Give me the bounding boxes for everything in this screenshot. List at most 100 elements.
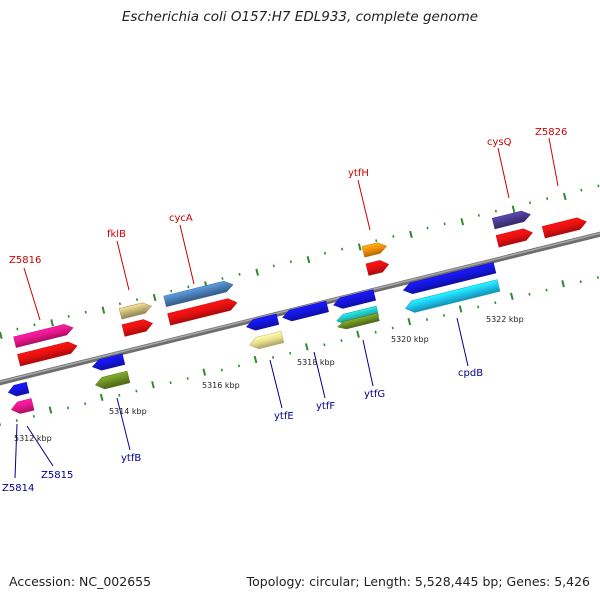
leader-z5815 (26, 425, 54, 467)
label-z5814[interactable]: Z5814 (2, 483, 34, 494)
minor-tick (443, 222, 446, 226)
gene-z5816-arrow[interactable] (13, 322, 75, 348)
accession-text: Accession: NC_002655 (9, 574, 152, 589)
minor-tick (374, 330, 377, 334)
gene-ytfb-2-arrow[interactable] (94, 370, 131, 391)
minor-tick (272, 356, 275, 359)
gene-ytfe-2-arrow[interactable] (248, 330, 285, 351)
gene-ytfh-cds-arrow[interactable] (365, 259, 390, 276)
major-tick (357, 243, 362, 251)
label-cpdb[interactable]: cpdB (458, 368, 483, 379)
gene-ytfg-arrow[interactable] (332, 289, 377, 311)
major-tick (48, 406, 53, 414)
minor-tick (135, 298, 139, 301)
minor-tick (528, 292, 531, 296)
major-tick (99, 393, 104, 401)
label-z5826[interactable]: Z5826 (535, 127, 567, 138)
gene-ytfb-arrow[interactable] (91, 353, 126, 372)
gene-z5814-arrow[interactable] (7, 381, 30, 397)
minor-tick (580, 188, 583, 192)
gene-cyca-arrow[interactable] (163, 279, 235, 308)
major-tick (460, 218, 465, 226)
major-tick (50, 319, 54, 327)
gene-z5826-cds-arrow[interactable] (541, 216, 588, 239)
gene-fklb-cds-arrow[interactable] (121, 318, 154, 337)
gene-ytfg-3-arrow[interactable] (337, 312, 380, 331)
gene-fklb-arrow[interactable] (118, 301, 153, 320)
minor-tick (67, 314, 70, 318)
minor-tick (596, 276, 599, 279)
minor-tick (477, 305, 480, 309)
kbp-label-5318: 5318 kbp (297, 358, 335, 367)
minor-tick (425, 318, 429, 321)
minor-tick (84, 402, 87, 406)
major-tick (409, 230, 413, 239)
leader-cysq (497, 147, 510, 199)
kbp-label-5312: 5312 kbp (14, 434, 52, 443)
minor-tick (118, 393, 121, 397)
minor-tick (494, 209, 497, 213)
label-cyca[interactable]: cycA (169, 213, 193, 224)
minor-tick (32, 414, 35, 418)
gene-cysq-cds-arrow[interactable] (495, 227, 534, 248)
major-tick (458, 305, 463, 313)
major-tick (101, 306, 106, 314)
forward-gene-labels: Z5816 fklB cycA ytfH cysQ Z5826 (9, 127, 567, 266)
genome-info-text: Topology: circular; Length: 5,528,445 bp… (246, 574, 590, 589)
label-ytfg[interactable]: ytfG (364, 389, 385, 400)
minor-tick (289, 351, 292, 355)
label-ytfe[interactable]: ytfE (274, 411, 294, 422)
leader-cyca (179, 224, 195, 285)
minor-tick (323, 251, 327, 255)
label-cysq[interactable]: cysQ (487, 137, 512, 148)
kbp-label-5320: 5320 kbp (391, 335, 429, 344)
label-fklb[interactable]: fklB (107, 229, 126, 240)
minor-tick (375, 239, 378, 243)
minor-tick (340, 339, 343, 343)
gene-ytff-arrow[interactable] (281, 300, 329, 323)
minor-tick (546, 197, 549, 200)
gene-ytfe-arrow[interactable] (245, 313, 280, 332)
leader-fklb (116, 240, 130, 291)
major-tick (306, 256, 311, 264)
minor-tick (66, 406, 70, 410)
minor-tick (186, 377, 189, 380)
position-labels: 5312 kbp 5314 kbp 5316 kbp 5318 kbp 5320… (14, 315, 524, 443)
leader-ytff (313, 351, 326, 399)
minor-tick (169, 381, 172, 385)
label-ytfb[interactable]: ytfB (121, 453, 141, 464)
leader-z5814 (14, 423, 18, 479)
leader-cpdb (456, 317, 469, 367)
gene-z5815-arrow[interactable] (10, 398, 35, 416)
gene-cpdb-arrow[interactable] (402, 262, 497, 295)
minor-tick (135, 389, 138, 393)
label-leader-lines (14, 137, 559, 479)
minor-tick (220, 368, 223, 372)
gene-cpdb-2-arrow[interactable] (404, 279, 501, 315)
minor-tick (272, 264, 275, 268)
reverse-tick-track (0, 276, 599, 426)
gene-ytfg-2-arrow[interactable] (335, 305, 379, 326)
minor-tick (426, 226, 429, 230)
major-tick (511, 205, 516, 213)
label-z5815[interactable]: Z5815 (41, 470, 73, 481)
gene-ytfh-arrow[interactable] (361, 241, 388, 258)
label-ytfh[interactable]: ytfH (348, 168, 369, 179)
major-tick (255, 268, 259, 276)
kbp-label-5316: 5316 kbp (202, 381, 240, 390)
leader-ytfb (116, 397, 131, 451)
gene-cyca-cds-arrow[interactable] (167, 297, 239, 326)
gene-z5816-cds-arrow[interactable] (17, 340, 78, 367)
major-tick (253, 355, 258, 364)
label-z5816[interactable]: Z5816 (9, 255, 41, 266)
minor-tick (391, 326, 394, 330)
leader-z5826 (548, 137, 559, 187)
gene-cysq-arrow[interactable] (491, 209, 532, 230)
map-title: Escherichia coli O157:H7 EDL933, complet… (121, 9, 479, 25)
kbp-label-5322: 5322 kbp (486, 315, 524, 324)
label-ytff[interactable]: ytfF (316, 401, 335, 412)
major-tick (356, 330, 360, 338)
minor-tick (187, 285, 190, 289)
major-tick (561, 280, 565, 288)
